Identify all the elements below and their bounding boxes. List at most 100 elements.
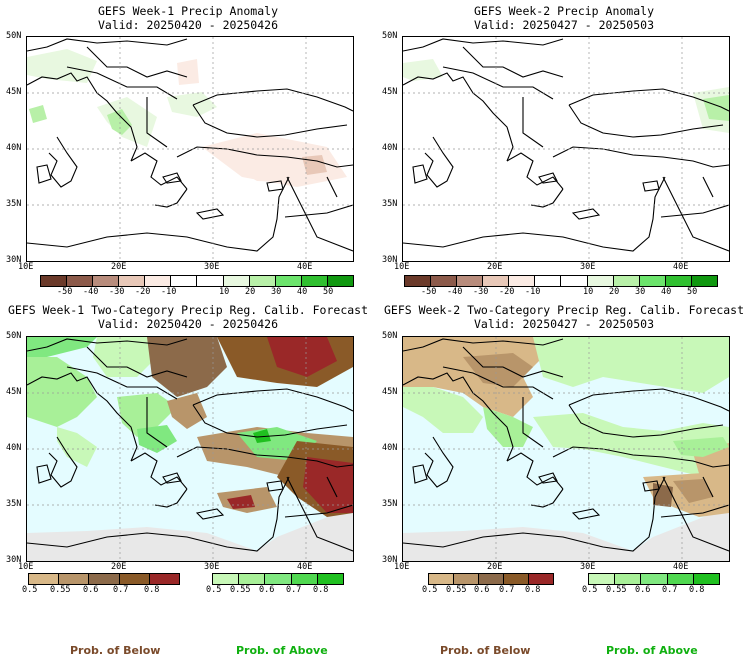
lat-label-45n: 45N <box>382 87 398 97</box>
lon-label-30e: 30E <box>580 562 596 572</box>
lat-label-45n: 45N <box>6 387 22 397</box>
colorbar-swatch <box>275 276 302 286</box>
colorbar-swatch <box>639 276 666 286</box>
colorbar-swatch <box>615 574 642 584</box>
colorbar-swatch <box>535 276 562 286</box>
panel-title: GEFS Week-1 Precip Anomaly <box>97 4 278 18</box>
colorbar-swatch <box>197 276 224 286</box>
colorbar-label: 0.7 <box>499 585 515 595</box>
colorbar-label: 0.55 <box>230 585 251 595</box>
lon-label-20e: 20E <box>487 562 503 572</box>
colorbar-swatch <box>239 574 266 584</box>
colorbar-swatch <box>265 574 292 584</box>
panel-title: GEFS Week-2 Two-Category Precip Reg. Cal… <box>383 303 745 317</box>
above-colorbar-labels: 0.5 0.55 0.6 0.7 0.8 <box>206 585 344 596</box>
lon-label-30e: 30E <box>580 262 596 272</box>
lat-label-30n: 30N <box>382 555 398 565</box>
below-colorbar-labels: 0.5 0.55 0.6 0.7 0.8 <box>22 585 180 596</box>
colorbar-swatch <box>149 574 180 584</box>
panel-week2-anomaly: GEFS Week-2 Precip Anomaly Valid: 202504… <box>376 0 752 300</box>
colorbar-swatch <box>641 574 668 584</box>
lat-label-35n: 35N <box>6 499 22 509</box>
below-colorbar-labels: 0.5 0.55 0.6 0.7 0.8 <box>422 585 554 596</box>
colorbar-label: 0.6 <box>635 585 651 595</box>
colorbar-label: -50 <box>57 287 73 297</box>
lon-label-40e: 40E <box>673 262 689 272</box>
lon-label-10e: 10E <box>394 262 410 272</box>
colorbar-swatch <box>213 574 240 584</box>
lon-label-40e: 40E <box>297 562 313 572</box>
colorbar-swatch <box>405 276 432 286</box>
colorbar-swatch <box>504 574 529 584</box>
lon-label-10e: 10E <box>394 562 410 572</box>
colorbar-swatch <box>29 574 60 584</box>
anomaly-colorbar <box>40 275 354 287</box>
colorbar-label: 10 <box>219 287 230 297</box>
lat-label-30n: 30N <box>6 555 22 565</box>
colorbar-label: 0.5 <box>422 585 438 595</box>
lat-label-35n: 35N <box>382 199 398 209</box>
panel-valid-date: Valid: 20250427 - 20250503 <box>473 317 654 331</box>
lat-label-50n: 50N <box>382 331 398 341</box>
colorbar-swatch <box>665 276 692 286</box>
below-colorbar <box>428 573 554 585</box>
colorbar-label: -40 <box>83 287 99 297</box>
colorbar-label: 0.55 <box>50 585 71 595</box>
colorbar-label: -10 <box>525 287 541 297</box>
colorbar-swatch <box>509 276 536 286</box>
colorbar-label: -30 <box>109 287 125 297</box>
colorbar-label: 0.6 <box>83 585 99 595</box>
lat-label-40n: 40N <box>382 143 398 153</box>
colorbar-label: -20 <box>499 287 515 297</box>
colorbar-label: 0.55 <box>446 585 467 595</box>
lon-label-20e: 20E <box>487 262 503 272</box>
map-week2-anomaly <box>402 36 730 262</box>
colorbar-label: 0.5 <box>582 585 598 595</box>
above-colorbar <box>588 573 720 585</box>
colorbar-label: 0.5 <box>22 585 38 595</box>
lon-label-10e: 10E <box>18 562 34 572</box>
colorbar-swatch <box>667 574 694 584</box>
colorbar-swatch <box>249 276 276 286</box>
colorbar-swatch <box>587 276 614 286</box>
colorbar-label: -10 <box>161 287 177 297</box>
colorbar-swatch <box>457 276 484 286</box>
legend-prob-above-left: Prob. of Above <box>236 644 328 657</box>
panel-title: GEFS Week-1 Two-Category Precip Reg. Cal… <box>7 303 369 317</box>
colorbar-swatch <box>561 276 588 286</box>
anomaly-colorbar-labels: -50 -40 -30 -20 -10 10 20 30 40 50 <box>40 288 354 298</box>
colorbar-swatch <box>119 276 146 286</box>
panel-week2-two-category: GEFS Week-2 Two-Category Precip Reg. Cal… <box>376 300 752 600</box>
colorbar-swatch <box>41 276 68 286</box>
panel-valid-date: Valid: 20250420 - 20250426 <box>97 18 278 32</box>
coastline-map <box>27 37 353 261</box>
colorbar-swatch <box>327 276 353 286</box>
map-week1-two-category <box>26 336 354 562</box>
lat-label-45n: 45N <box>382 387 398 397</box>
colorbar-swatch <box>589 574 616 584</box>
lat-label-45n: 45N <box>6 87 22 97</box>
colorbar-swatch <box>67 276 94 286</box>
colorbar-label: 10 <box>583 287 594 297</box>
colorbar-label: 20 <box>245 287 256 297</box>
colorbar-label: 0.6 <box>259 585 275 595</box>
colorbar-swatch <box>89 574 120 584</box>
lon-label-40e: 40E <box>673 562 689 572</box>
colorbar-swatch <box>119 574 150 584</box>
above-colorbar-labels: 0.5 0.55 0.6 0.7 0.8 <box>582 585 720 596</box>
colorbar-label: -50 <box>421 287 437 297</box>
colorbar-swatch <box>93 276 120 286</box>
colorbar-label: 0.8 <box>313 585 329 595</box>
colorbar-swatch <box>301 276 328 286</box>
lat-label-40n: 40N <box>382 443 398 453</box>
panel-valid-date: Valid: 20250420 - 20250426 <box>97 317 278 331</box>
colorbar-swatch <box>693 574 720 584</box>
lon-label-20e: 20E <box>111 562 127 572</box>
colorbar-label: 30 <box>271 287 282 297</box>
lon-label-20e: 20E <box>111 262 127 272</box>
colorbar-label: 0.8 <box>689 585 705 595</box>
coastline-map <box>403 37 729 261</box>
panel-title: GEFS Week-2 Precip Anomaly <box>473 4 654 18</box>
colorbar-label: -20 <box>135 287 151 297</box>
anomaly-colorbar <box>404 275 718 287</box>
